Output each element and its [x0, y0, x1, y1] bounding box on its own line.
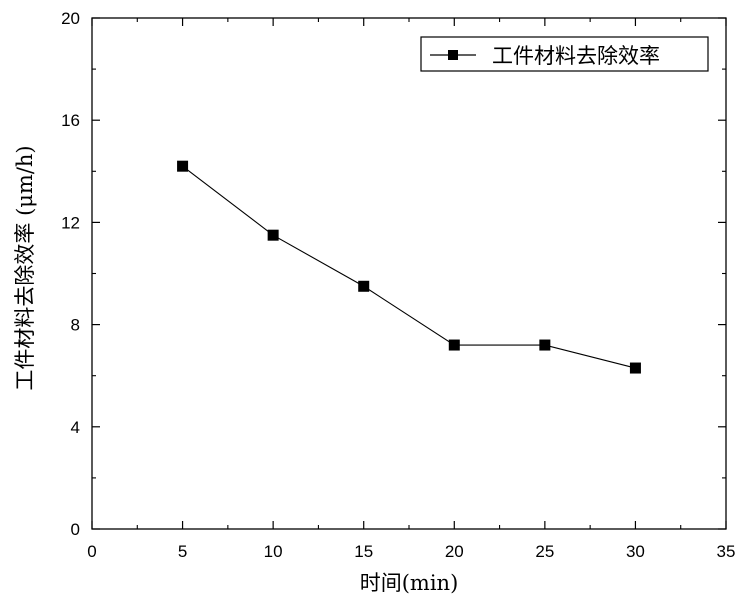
- y-tick-label: 8: [71, 316, 80, 335]
- plot-frame: [91, 17, 727, 530]
- data-point: [448, 339, 460, 351]
- x-tick-label: 30: [626, 542, 645, 561]
- x-tick-label: 10: [264, 542, 283, 561]
- x-tick-label: 0: [87, 542, 96, 561]
- data-point: [539, 339, 551, 351]
- x-tick-label: 5: [178, 542, 187, 561]
- legend-label: 工件材料去除效率: [492, 44, 660, 68]
- series-layer: [177, 160, 641, 374]
- series-line: [182, 165, 636, 369]
- data-point: [267, 229, 279, 241]
- legend-box: [420, 36, 709, 72]
- x-tick-label: 25: [535, 542, 554, 561]
- y-tick-label: 20: [61, 9, 80, 28]
- x-tick-label: 15: [354, 542, 373, 561]
- data-point: [629, 362, 641, 374]
- x-axis-title: 时间(min): [360, 571, 459, 595]
- y-tick-label: 4: [71, 418, 80, 437]
- y-tick-label: 16: [61, 111, 80, 130]
- axis-tick-labels: 0 5 10 15 20 25 30 35 0 4 8 12 16 20: [61, 9, 735, 561]
- y-tick-label: 0: [71, 520, 80, 539]
- legend: 工件材料去除效率: [420, 36, 709, 72]
- axis-ticks: [91, 17, 727, 530]
- data-point: [177, 160, 189, 172]
- data-point: [358, 280, 370, 292]
- y-axis-title: 工件材料去除效率 (μm/h): [13, 145, 37, 390]
- x-tick-label: 35: [717, 542, 736, 561]
- y-tick-label: 12: [61, 213, 80, 232]
- legend-marker: [448, 50, 458, 60]
- x-tick-label: 20: [445, 542, 464, 561]
